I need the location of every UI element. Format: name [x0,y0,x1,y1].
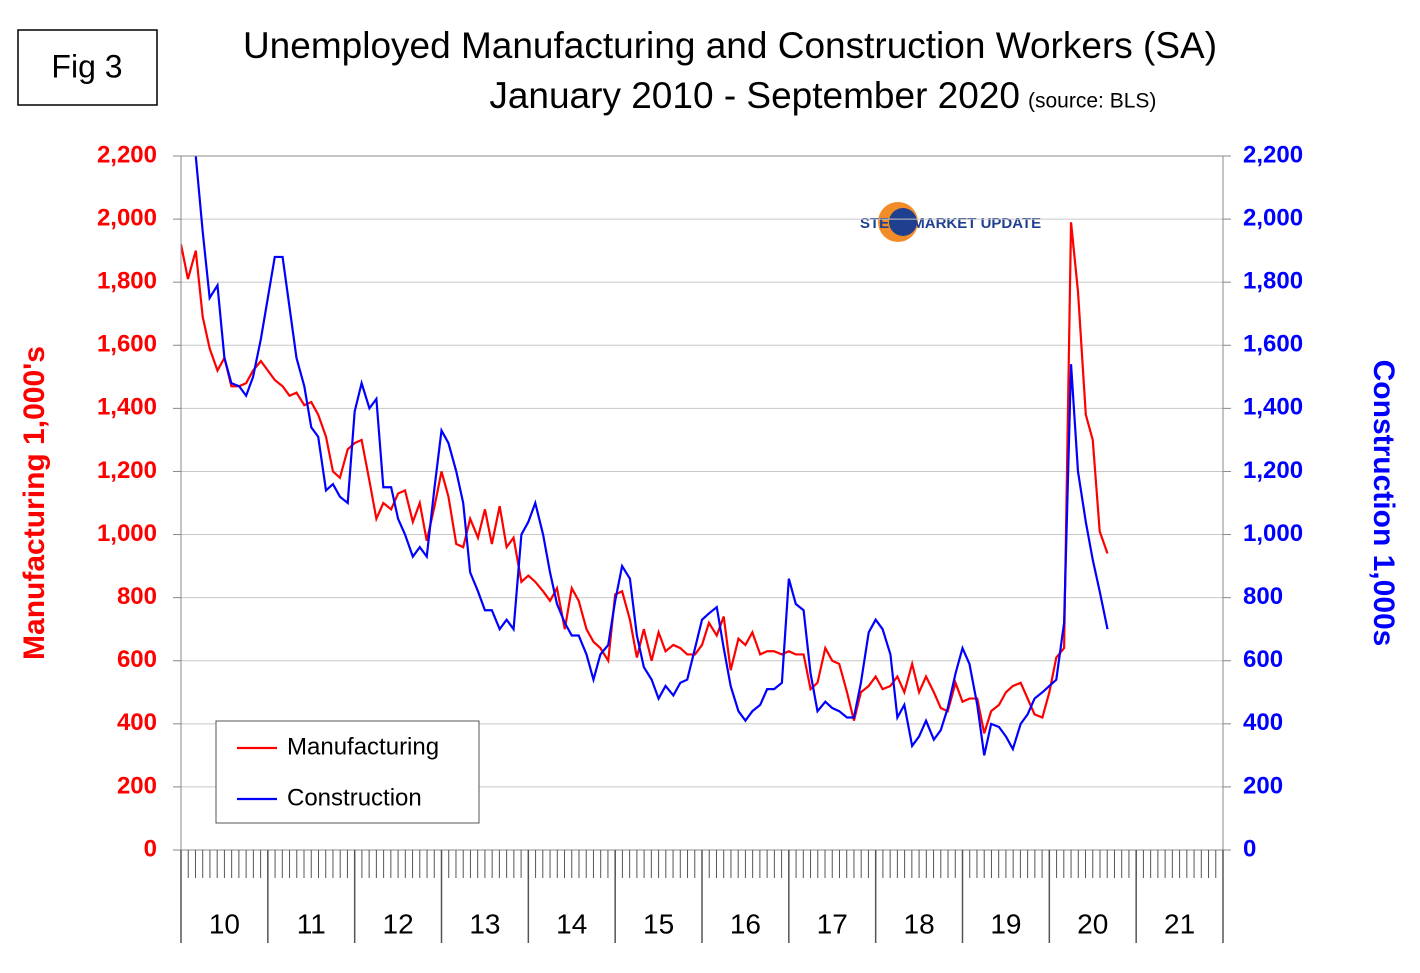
legend-label: Manufacturing [287,733,439,760]
y2-tick-label: 600 [1243,646,1283,673]
y-tick-label: 200 [117,772,157,799]
logo-mark [889,208,917,236]
fig-label: Fig 3 [51,48,122,84]
x-tick-label: 20 [1077,908,1108,939]
y2-tick-label: 1,600 [1243,331,1303,358]
y-tick-label: 1,600 [97,331,157,358]
y2-tick-label: 1,200 [1243,457,1303,484]
x-tick-label: 18 [904,908,935,939]
y-tick-label: 1,800 [97,268,157,295]
x-tick-label: 12 [383,908,414,939]
chart-subtitle: January 2010 - September 2020 [489,75,1020,116]
axes: 02004006008001,0001,2001,4001,6001,8002,… [97,141,1303,943]
y-axis-label: Manufacturing 1,000's [18,346,51,660]
y2-tick-label: 2,000 [1243,204,1303,231]
y2-tick-label: 2,200 [1243,141,1303,168]
x-tick-label: 21 [1164,908,1195,939]
grid [181,155,1223,851]
y2-axis-label: Construction 1,000s [1367,360,1400,647]
plot-lines [181,156,1109,756]
x-tick-label: 19 [990,908,1021,939]
series-line [181,222,1109,734]
y2-tick-label: 800 [1243,583,1283,610]
y2-tick-label: 1,000 [1243,520,1303,547]
y-tick-label: 1,200 [97,457,157,484]
x-tick-label: 15 [643,908,674,939]
x-tick-label: 13 [469,908,500,939]
y2-tick-label: 1,800 [1243,268,1303,295]
legend-label: Construction [287,784,422,811]
logo-text: STEEL MARKET UPDATE [860,215,1041,232]
legend: Manufacturing Construction [237,733,439,811]
legend-box [215,720,480,824]
y-tick-label: 2,200 [97,141,157,168]
x-tick-label: 10 [209,908,240,939]
y2-tick-label: 1,400 [1243,394,1303,421]
x-tick-label: 16 [730,908,761,939]
y2-tick-label: 200 [1243,772,1283,799]
y-tick-label: 2,000 [97,204,157,231]
series-line [181,156,1109,756]
chart-title: Unemployed Manufacturing and Constructio… [243,25,1217,66]
x-tick-label: 17 [817,908,848,939]
fig-box [17,29,158,106]
y-tick-label: 600 [117,646,157,673]
y-tick-label: 400 [117,709,157,736]
y2-tick-label: 400 [1243,709,1283,736]
y-tick-label: 800 [117,583,157,610]
y-tick-label: 1,400 [97,394,157,421]
y-tick-label: 1,000 [97,520,157,547]
y-tick-label: 0 [144,835,157,862]
source-note: (source: BLS) [1028,90,1156,113]
x-tick-label: 11 [297,908,326,939]
x-tick-label: 14 [556,908,587,939]
y2-tick-label: 0 [1243,835,1256,862]
